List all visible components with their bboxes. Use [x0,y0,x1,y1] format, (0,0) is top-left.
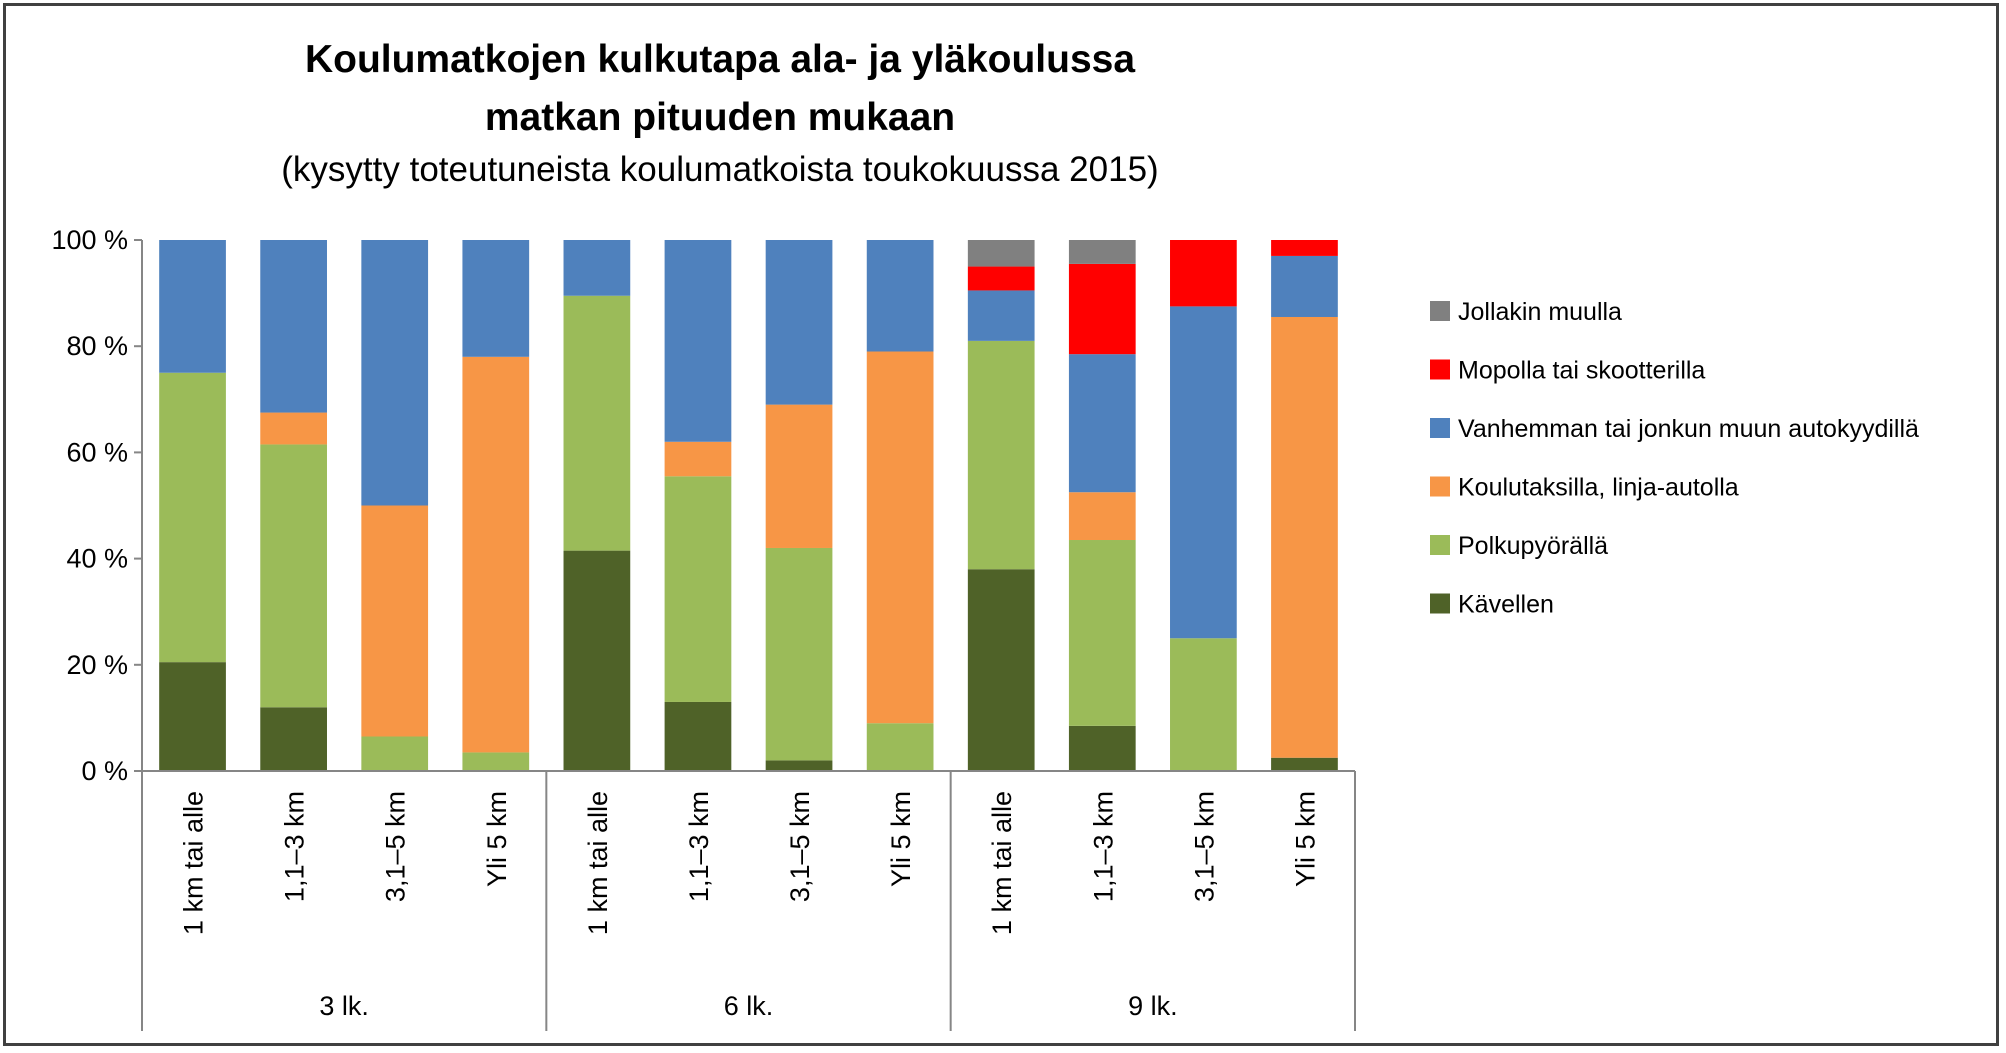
bar-segment-3-cat-10 [1068,492,1136,541]
bar-segment-1-cat-12 [1271,757,1338,771]
bar-segment-6-cat-9 [967,240,1035,267]
y-tick-label: 60 % [66,437,128,467]
chart-title-line-1: Koulumatkojen kulkutapa ala- ja yläkoulu… [304,38,1136,81]
x-category-label: 3,1–5 km [785,791,815,902]
bar-segment-2-cat-10 [1068,540,1136,726]
legend-swatch [1430,301,1450,321]
x-category-label: 3,1–5 km [1189,791,1219,902]
bar-segment-1-cat-7 [765,760,833,771]
bar-segment-1-cat-6 [664,701,732,771]
bar-segment-4-cat-1 [159,240,226,373]
bar-segment-4-cat-7 [765,240,833,405]
bar-segment-4-cat-6 [664,240,732,442]
legend-label: Vanhemman tai jonkun muun autokyydillä [1458,415,1919,443]
y-tick-label: 40 % [66,544,128,574]
x-category-label: 3,1–5 km [381,791,411,902]
x-group-label: 6 lk. [724,991,774,1021]
chart-subtitle: (kysytty toteutuneista koulumatkoista to… [281,150,1159,189]
axes-layer: 0 % 20 % 40 % 60 % 80 % 100 % 1 km tai alle 1,1… [51,225,1356,1031]
bar-segment-5-cat-12 [1271,240,1338,256]
bar-segment-2-cat-4 [462,752,530,771]
legend-label: Kävellen [1458,591,1554,619]
bar-segment-4-cat-10 [1068,354,1136,493]
x-category-label: 1 km tai alle [179,791,209,935]
bar-segment-2-cat-5 [563,295,631,551]
bar-segment-1-cat-2 [260,707,327,771]
bar-segment-1-cat-1 [159,662,226,771]
bar-segment-2-cat-11 [1170,638,1237,771]
legend-swatch [1430,359,1450,380]
bar-segment-6-cat-10 [1068,240,1136,264]
legend-swatch [1430,535,1450,555]
bar-segment-3-cat-4 [462,356,530,753]
x-category-label: Yli 5 km [1291,791,1321,887]
x-category-label: 1,1–3 km [280,791,310,902]
bar-segment-5-cat-9 [967,266,1035,291]
legend-swatch [1430,593,1450,614]
bars-layer [159,240,1338,771]
x-category-label: Yli 5 km [482,791,512,887]
bar-segment-2-cat-6 [664,476,732,702]
bar-segment-4-cat-5 [563,240,631,296]
bar-segment-4-cat-3 [361,240,429,506]
bar-segment-4-cat-8 [866,240,934,352]
y-tick-label: 80 % [66,331,128,361]
legend-swatch [1430,476,1450,497]
bar-segment-3-cat-6 [664,441,732,477]
legend-label: Polkupyörällä [1458,532,1608,560]
x-category-label: 1,1–3 km [684,791,714,902]
bar-segment-2-cat-3 [361,736,429,771]
bar-segment-2-cat-8 [866,723,934,771]
bar-segment-4-cat-4 [462,240,530,357]
bar-segment-2-cat-9 [967,340,1035,570]
bar-segment-5-cat-10 [1068,263,1136,355]
bar-segment-2-cat-7 [765,547,833,761]
legend-label: Jollakin muulla [1458,298,1622,326]
bar-segment-4-cat-12 [1271,255,1338,317]
bar-segment-3-cat-3 [361,505,429,737]
bar-segment-2-cat-2 [260,444,327,708]
legend-label: Koulutaksilla, linja-autolla [1458,474,1739,502]
bar-segment-3-cat-2 [260,412,327,445]
legend-swatch [1430,418,1450,438]
bar-segment-4-cat-2 [260,240,327,413]
bar-segment-3-cat-7 [765,404,833,548]
legend: Jollakin muulla Mopolla tai skootterilla V… [1430,298,1919,619]
legend-label: Mopolla tai skootterilla [1458,357,1705,385]
x-group-label: 3 lk. [319,991,369,1021]
bar-segment-3-cat-8 [866,351,934,724]
x-category-label: Yli 5 km [886,791,916,887]
bar-segment-4-cat-9 [967,290,1035,341]
bar-segment-2-cat-1 [159,372,226,663]
y-tick-label: 100 % [51,225,128,255]
bar-segment-3-cat-12 [1271,317,1338,758]
bar-segment-4-cat-11 [1170,306,1237,639]
y-tick-label: 20 % [66,650,128,680]
x-group-label: 9 lk. [1128,991,1178,1021]
x-category-label: 1 km tai alle [987,791,1017,935]
bar-segment-1-cat-10 [1068,725,1136,771]
bar-segment-1-cat-5 [563,550,631,771]
x-category-label: 1,1–3 km [1088,791,1118,902]
x-category-label: 1 km tai alle [583,791,613,935]
y-tick-label: 0 % [81,756,128,786]
bar-segment-5-cat-11 [1170,240,1237,307]
chart-title-line-2: matkan pituuden mukaan [484,96,956,139]
bar-segment-1-cat-9 [967,569,1035,771]
